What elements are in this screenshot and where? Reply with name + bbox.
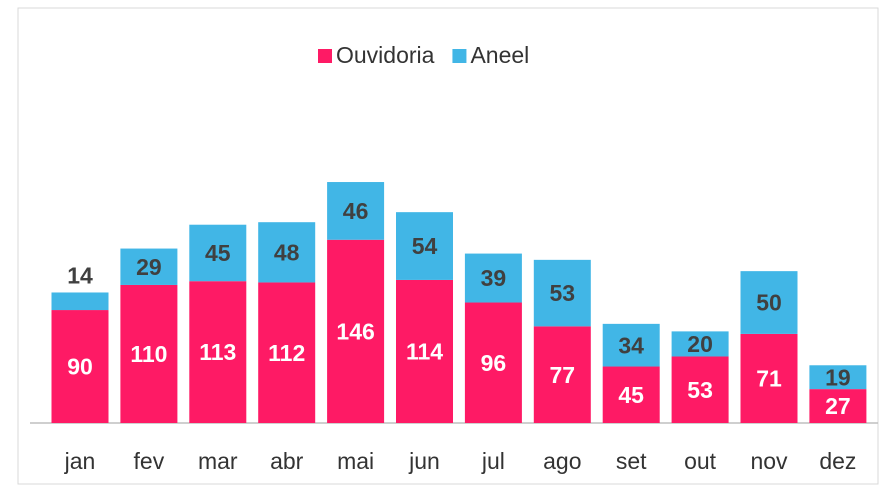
legend: Ouvidoria Aneel [318, 42, 529, 68]
x-tick-label: set [616, 448, 647, 474]
data-label: 53 [687, 377, 713, 403]
bar-segment [464, 302, 522, 423]
data-label: 45 [205, 240, 231, 266]
bar-segment [740, 333, 798, 423]
data-label: 50 [756, 290, 782, 316]
data-label: 29 [136, 254, 162, 280]
bar-segment [809, 365, 867, 390]
bar-segment [533, 259, 591, 327]
bar-segment [327, 239, 385, 423]
bar-segment [396, 212, 453, 280]
data-label: 46 [343, 198, 369, 224]
bar-segment [396, 279, 453, 423]
data-label: 113 [199, 339, 236, 365]
bar-segment [189, 224, 247, 282]
data-label: 45 [618, 382, 644, 408]
data-label: 34 [618, 332, 644, 358]
bar-segment [533, 326, 591, 423]
bar-segment [51, 292, 109, 311]
x-tick-label: mai [337, 448, 374, 474]
chart-border [17, 7, 879, 485]
bar-segment [189, 281, 247, 423]
data-label: 112 [268, 340, 305, 366]
bar-segment [51, 310, 109, 423]
legend-swatch [452, 49, 467, 63]
data-label: 27 [825, 393, 851, 419]
bar-segment [740, 271, 798, 334]
x-tick-label: jul [481, 448, 505, 474]
data-label: 146 [336, 318, 374, 344]
bar-segment [602, 366, 660, 423]
data-label: 110 [130, 341, 167, 367]
data-label: 71 [756, 366, 782, 392]
bar-segment [671, 356, 729, 423]
data-label: 54 [412, 233, 438, 259]
x-tick-label: dez [819, 448, 856, 474]
x-tick-label: jun [408, 448, 440, 474]
x-tick-label: nov [750, 448, 788, 474]
data-label: 77 [550, 362, 576, 388]
data-label: 20 [687, 331, 713, 357]
x-tick-label: ago [543, 448, 581, 474]
bar-segment [258, 282, 316, 423]
data-label: 19 [825, 364, 851, 390]
data-label: 39 [481, 265, 507, 291]
bar-segment [464, 253, 522, 303]
bar-segment [327, 182, 385, 240]
data-label: 53 [550, 280, 576, 306]
data-label: 48 [274, 239, 300, 265]
x-tick-label: jan [64, 448, 96, 474]
bar-segment [120, 248, 178, 285]
bar-segment [809, 389, 867, 423]
bar-segment [671, 331, 729, 357]
legend-swatch [318, 49, 332, 63]
x-tick-label: out [684, 448, 717, 474]
data-label: 90 [67, 354, 93, 380]
bar-segment [258, 222, 316, 283]
bar-segment [602, 323, 660, 367]
legend-label: Aneel [470, 42, 529, 68]
x-tick-label: abr [270, 448, 304, 474]
data-label: 14 [67, 263, 93, 289]
legend-label: Ouvidoria [336, 42, 435, 68]
data-label: 114 [406, 339, 443, 365]
bar-segment [120, 284, 178, 423]
x-tick-label: mar [198, 448, 238, 474]
data-label: 96 [481, 350, 507, 376]
x-tick-label: fev [134, 448, 165, 474]
